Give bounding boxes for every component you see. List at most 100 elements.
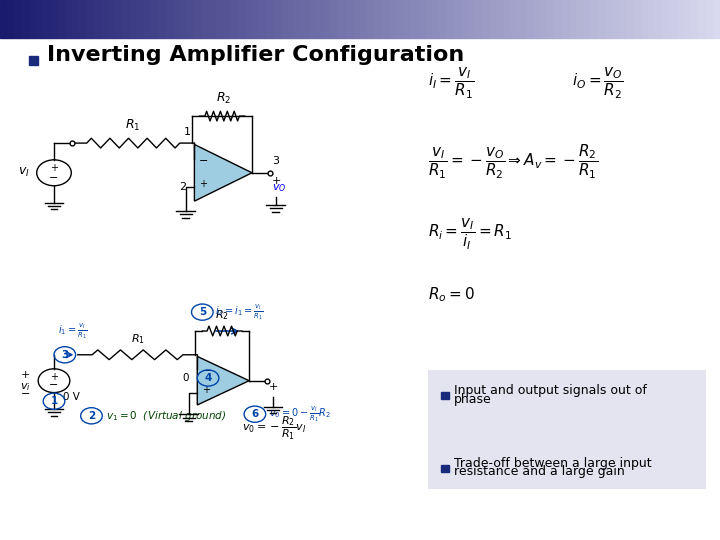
Text: $v_I$: $v_I$ [18, 166, 30, 179]
Bar [151, 0, 158, 38]
Bar [490, 0, 497, 38]
Text: $R_1$: $R_1$ [125, 118, 141, 133]
Text: +: + [202, 386, 210, 395]
Bar [706, 0, 713, 38]
Bar [547, 0, 554, 38]
Bar [101, 0, 108, 38]
Bar [94, 0, 101, 38]
Bar [122, 0, 130, 38]
Text: 3: 3 [61, 350, 68, 360]
Text: $v_0 = -\dfrac{R_2}{R_1}v_I$: $v_0 = -\dfrac{R_2}{R_1}v_I$ [242, 415, 306, 442]
Text: $R_2$: $R_2$ [215, 308, 229, 322]
Bar [230, 0, 238, 38]
Text: $R_2$: $R_2$ [215, 91, 231, 106]
Bar [22, 0, 29, 38]
Bar [713, 0, 720, 38]
Text: 0: 0 [182, 373, 189, 383]
Bar [590, 0, 598, 38]
Bar [180, 0, 187, 38]
Bar [259, 0, 266, 38]
Bar [432, 0, 439, 38]
Bar [446, 0, 454, 38]
Bar [29, 56, 38, 65]
Bar [533, 0, 540, 38]
Bar [569, 0, 576, 38]
Bar [518, 0, 526, 38]
Text: $v_i$: $v_i$ [20, 381, 30, 393]
Bar [410, 0, 418, 38]
Bar [0, 0, 7, 38]
Bar [43, 0, 50, 38]
Bar [65, 0, 72, 38]
Bar [583, 0, 590, 38]
Bar [396, 0, 403, 38]
Bar [166, 0, 173, 38]
Text: $\dfrac{v_I}{R_1} = -\dfrac{v_O}{R_2} \Rightarrow A_v = -\dfrac{R_2}{R_1}$: $\dfrac{v_I}{R_1} = -\dfrac{v_O}{R_2} \R… [428, 143, 598, 181]
Text: −: − [20, 389, 30, 399]
Bar [338, 0, 346, 38]
Bar [511, 0, 518, 38]
Polygon shape [194, 144, 252, 201]
Bar [454, 0, 461, 38]
Bar [655, 0, 662, 38]
Bar [641, 0, 648, 38]
Bar [475, 0, 482, 38]
Bar [504, 0, 511, 38]
Text: 2: 2 [179, 182, 186, 192]
Text: 0 V: 0 V [63, 392, 79, 402]
Text: Inverting Amplifier Configuration: Inverting Amplifier Configuration [47, 45, 464, 65]
Text: $i_O = \dfrac{v_O}{R_2}$: $i_O = \dfrac{v_O}{R_2}$ [572, 66, 624, 102]
Text: +: + [50, 372, 58, 382]
Polygon shape [197, 356, 249, 405]
Bar [634, 0, 641, 38]
Bar [353, 0, 360, 38]
Bar [7, 0, 14, 38]
Bar [324, 0, 331, 38]
Text: $R_o = 0$: $R_o = 0$ [428, 285, 475, 303]
Bar [295, 0, 302, 38]
Bar [360, 0, 367, 38]
Bar [677, 0, 684, 38]
Bar [302, 0, 310, 38]
Bar [619, 0, 626, 38]
Bar [274, 0, 281, 38]
Bar [441, 392, 449, 399]
Bar [252, 0, 259, 38]
Bar [50, 0, 58, 38]
Text: −: − [49, 173, 59, 183]
Bar [382, 0, 389, 38]
Bar [482, 0, 490, 38]
Bar [428, 370, 706, 489]
Bar [612, 0, 619, 38]
Text: +: + [50, 163, 58, 173]
Text: phase: phase [454, 393, 492, 406]
Text: $R_1$: $R_1$ [130, 332, 145, 346]
Bar [115, 0, 122, 38]
Text: $R_i = \dfrac{v_I}{i_I} = R_1$: $R_i = \dfrac{v_I}{i_I} = R_1$ [428, 217, 513, 253]
Bar [144, 0, 151, 38]
Bar [187, 0, 194, 38]
Bar [108, 0, 115, 38]
Text: −: − [202, 366, 211, 376]
Text: $v_1 = 0$  (Virtual ground): $v_1 = 0$ (Virtual ground) [106, 409, 226, 423]
Bar [310, 0, 317, 38]
Bar [288, 0, 295, 38]
Text: 2: 2 [88, 411, 95, 421]
Bar [461, 0, 468, 38]
Bar [691, 0, 698, 38]
Text: 1: 1 [184, 126, 191, 137]
Bar [331, 0, 338, 38]
Bar [554, 0, 562, 38]
Text: 4: 4 [204, 373, 212, 383]
Bar [14, 0, 22, 38]
Text: 1: 1 [50, 396, 58, 406]
Bar [209, 0, 216, 38]
Text: −: − [49, 381, 59, 390]
Bar [194, 0, 202, 38]
Bar [245, 0, 252, 38]
Bar [29, 0, 36, 38]
Bar [403, 0, 410, 38]
Text: $i_I = \dfrac{v_I}{R_1}$: $i_I = \dfrac{v_I}{R_1}$ [428, 66, 474, 102]
Bar [367, 0, 374, 38]
Bar [72, 0, 79, 38]
